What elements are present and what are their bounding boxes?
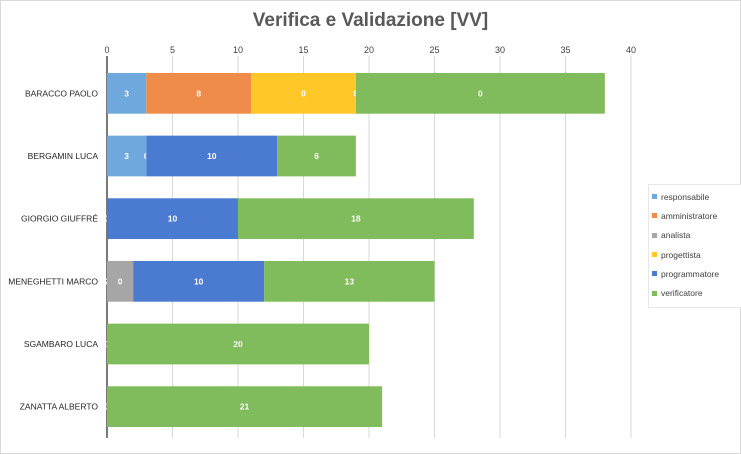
bar-segment	[355, 72, 605, 114]
data-label: 8	[196, 88, 201, 98]
data-label: 21	[240, 402, 250, 412]
legend-item: progettista	[652, 245, 740, 264]
bar-segment	[107, 323, 369, 365]
legend-swatch	[652, 194, 657, 200]
bar-segment	[238, 198, 474, 240]
legend-item: programmatore	[652, 264, 740, 283]
legend-label: responsabile	[661, 191, 710, 202]
data-label: 3	[124, 151, 129, 161]
legend-label: analista	[661, 230, 691, 241]
legend-item: responsabile	[652, 187, 740, 206]
legend-swatch	[652, 232, 657, 238]
bar-segment	[107, 72, 147, 114]
data-label: 10	[207, 151, 217, 161]
data-label: 0	[301, 88, 306, 98]
data-label: 3	[124, 88, 129, 98]
legend-label: progettista	[661, 249, 701, 260]
category-label: MENEGHETTI MARCO	[8, 276, 98, 286]
legend: responsabile amministratore analista proget…	[648, 184, 741, 308]
legend-item: amministratore	[652, 206, 740, 225]
bar-segment	[251, 72, 356, 114]
category-label: BARACCO PAOLO	[25, 88, 98, 98]
bar-segment	[107, 260, 134, 302]
legend-item: analista	[652, 226, 740, 245]
category-label: GIORGIO GIUFFRÉ	[21, 214, 98, 224]
data-label: 0	[478, 88, 483, 98]
x-tick-label: 5	[170, 45, 175, 55]
category-label: ZANATTA ALBERTO	[20, 402, 99, 412]
x-tick-label: 10	[233, 45, 243, 55]
bar-segment	[107, 135, 147, 177]
legend-swatch	[652, 213, 657, 219]
x-tick-label: 35	[560, 45, 570, 55]
legend-item: verificatore	[652, 283, 740, 302]
legend-swatch	[652, 271, 657, 277]
bar-segment	[146, 135, 278, 177]
legend-swatch	[652, 252, 657, 258]
x-tick-label: 0	[104, 45, 109, 55]
bar-segment	[107, 386, 383, 428]
legend-label: amministratore	[661, 210, 718, 221]
legend-label: verificatore	[661, 288, 703, 299]
data-label: 18	[351, 214, 361, 224]
category-label: SGAMBARO LUCA	[24, 339, 98, 349]
x-tick-label: 25	[429, 45, 439, 55]
x-tick-label: 40	[626, 45, 636, 55]
x-tick-label: 20	[364, 45, 374, 55]
data-label: 10	[168, 214, 178, 224]
x-tick-label: 15	[298, 45, 308, 55]
bar-segment	[277, 135, 356, 177]
bar-segment	[264, 260, 435, 302]
data-label: 6	[314, 151, 319, 161]
bar-segment	[133, 260, 265, 302]
legend-swatch	[652, 290, 657, 296]
category-label: BERGAMIN LUCA	[28, 151, 99, 161]
data-label: 13	[345, 276, 355, 286]
x-tick-label: 30	[495, 45, 505, 55]
chart-title: Verifica e Validazione [VV]	[252, 10, 489, 31]
legend-label: programmatore	[661, 268, 720, 279]
bar-segment	[107, 198, 238, 240]
bar-segment	[146, 72, 252, 114]
data-label: 10	[194, 276, 204, 286]
data-label: 20	[233, 339, 243, 349]
data-label: 0	[118, 276, 123, 286]
